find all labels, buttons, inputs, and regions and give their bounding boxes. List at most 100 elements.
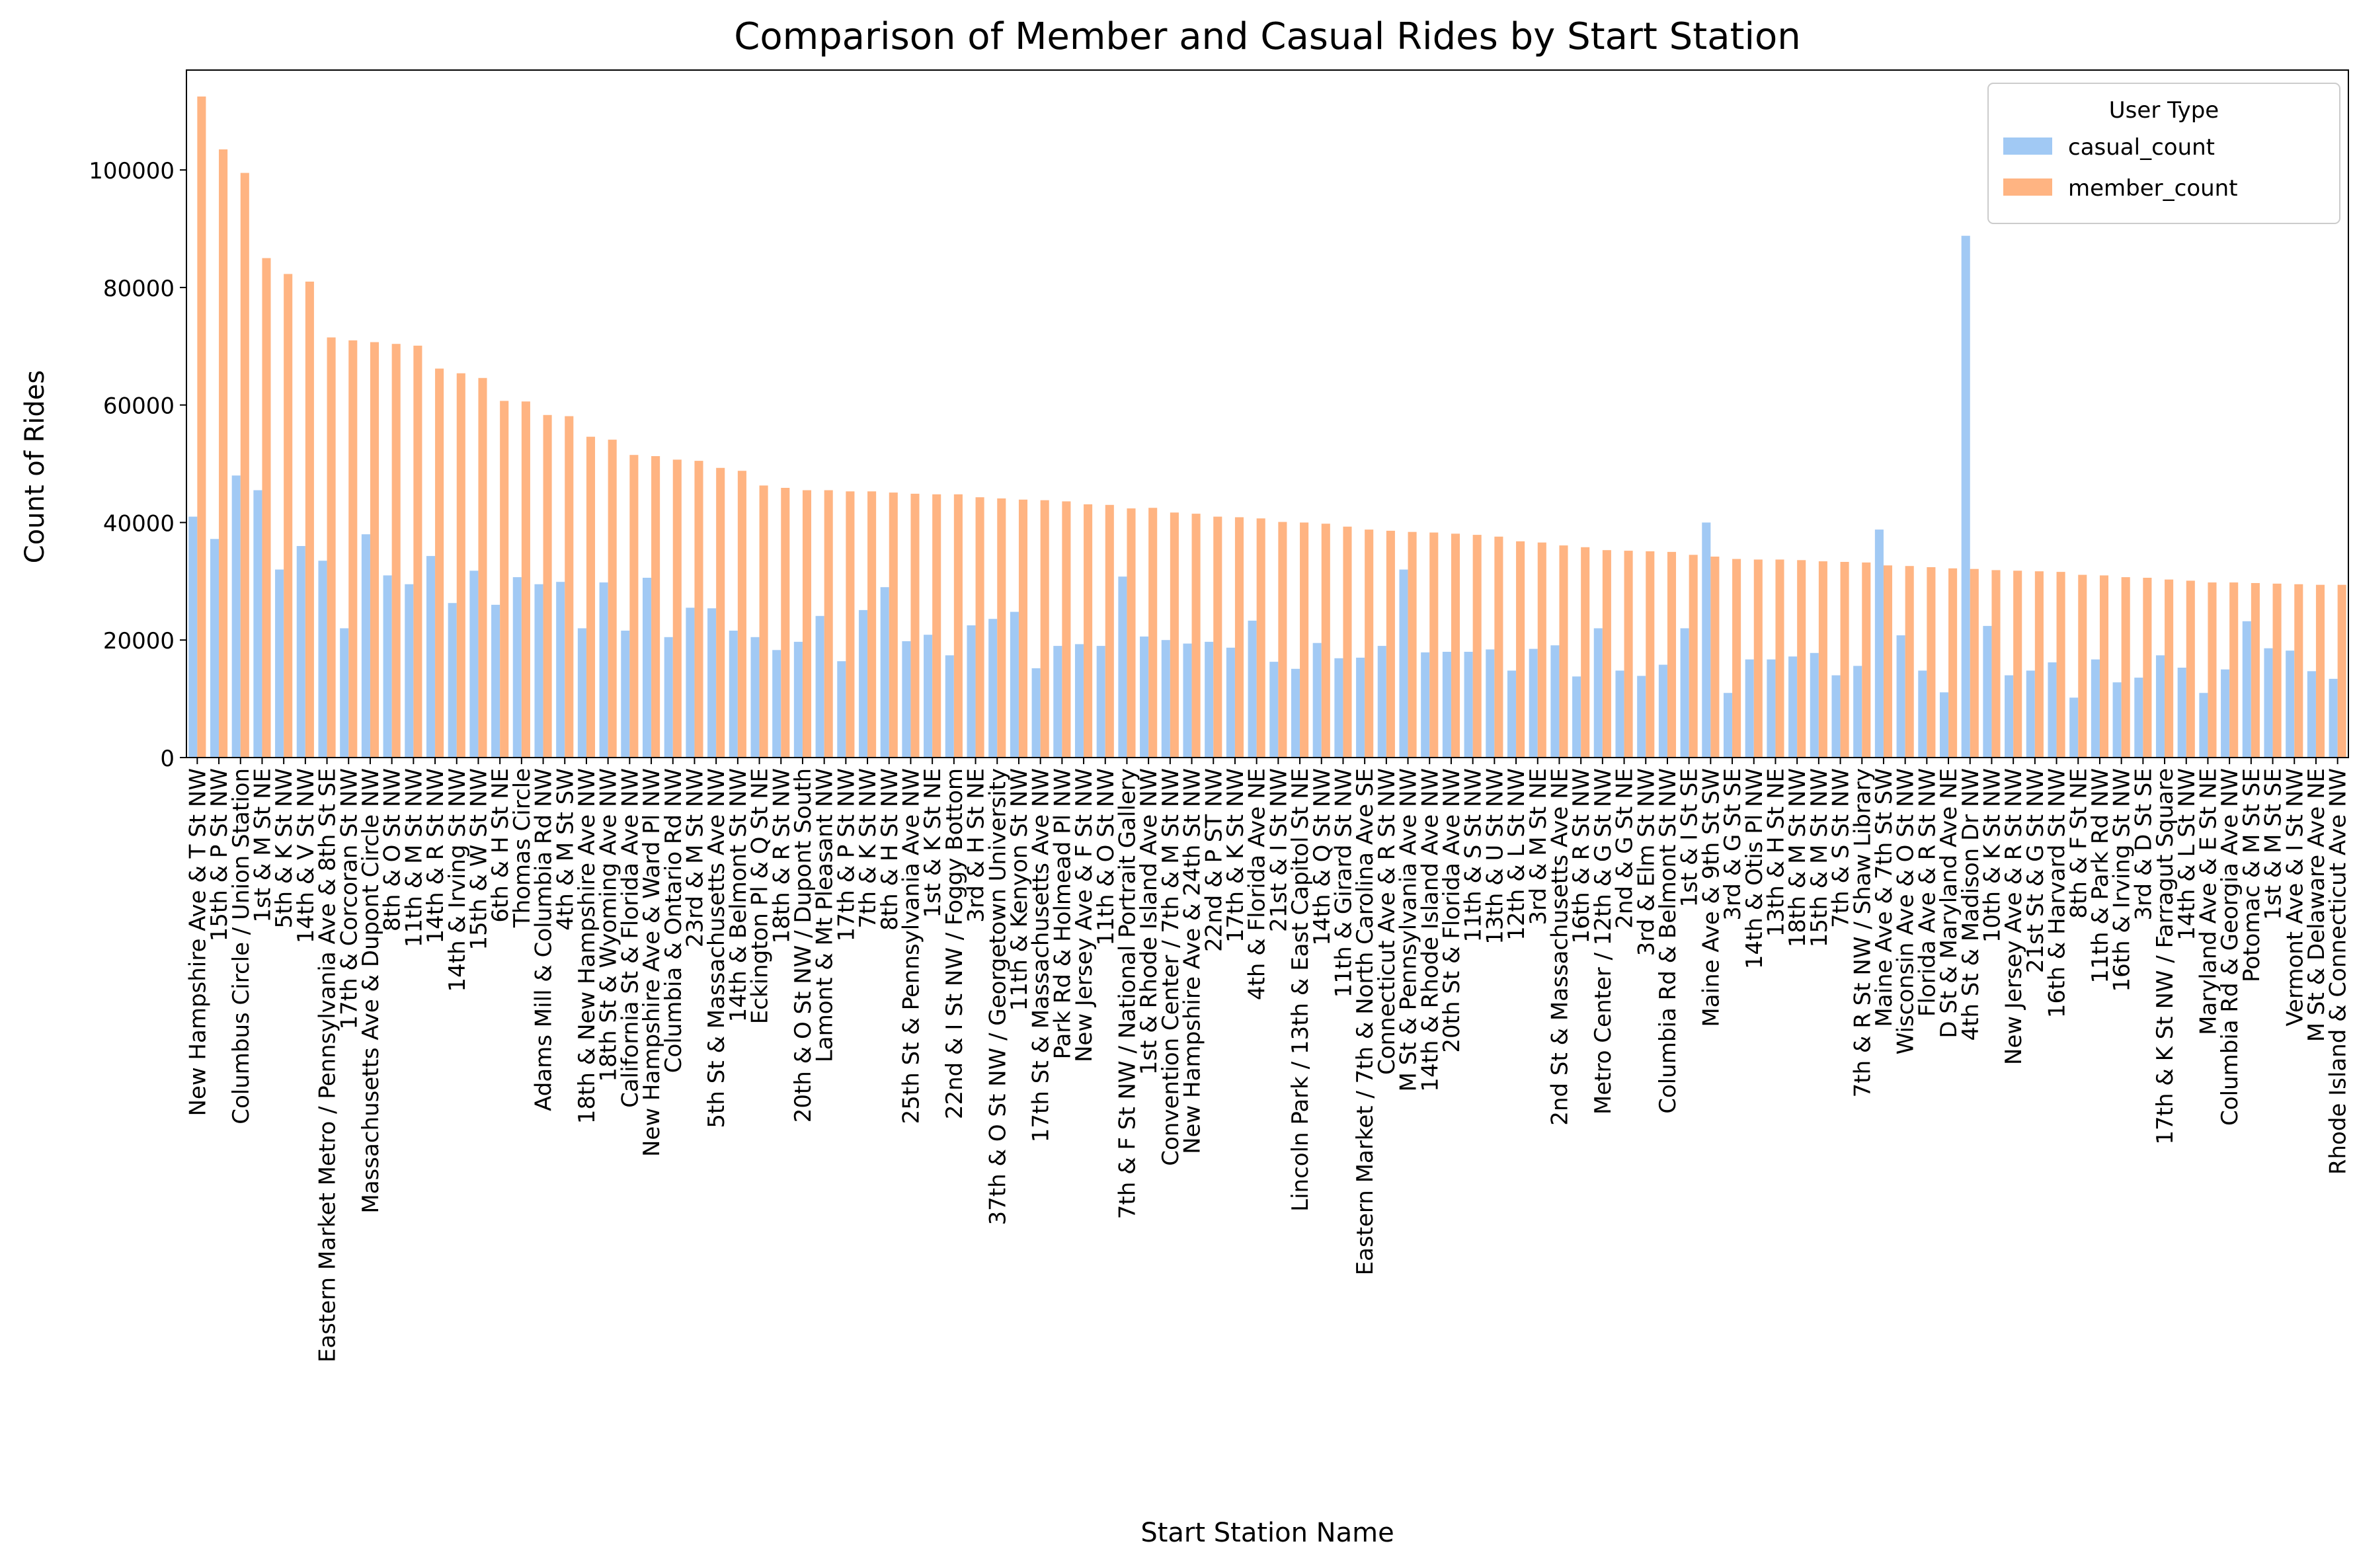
x-tick-label: 14th & R St NW (422, 768, 449, 943)
member_count-bar (651, 456, 660, 758)
casual_count-bar (1074, 644, 1084, 758)
member_count-bar (478, 377, 487, 758)
casual_count-bar (2221, 669, 2230, 758)
casual_count-bar (1615, 670, 1624, 758)
x-tick-label: 2nd & G St NE (1612, 768, 1638, 929)
x-tick-label: 1st & Rhode Island Ave NW (1136, 768, 1162, 1075)
casual_count-bar (361, 534, 370, 758)
member_count-bar (1516, 541, 1525, 758)
casual_count-bar (2242, 621, 2251, 758)
casual_count-bar (1183, 643, 1192, 758)
casual_count-bar (2307, 671, 2316, 758)
x-tick-label: 2nd St & Massachusetts Ave NE (1546, 768, 1573, 1126)
x-tick-label: 13th & H St NE (1763, 768, 1789, 937)
casual_count-bar (2112, 682, 2122, 758)
casual_count-bar (275, 569, 284, 758)
member_count-bar (1494, 536, 1503, 758)
x-tick-label: 23rd & M St NW (682, 768, 708, 947)
x-tick-label: 1st & K St NE (920, 768, 946, 918)
member_count-bar (2186, 580, 2195, 758)
member_count-bar (1343, 526, 1352, 758)
x-tick-label: 16th & R St NW (1568, 768, 1595, 943)
casual_count-bar (1226, 647, 1235, 758)
x-tick-label: 25th St & Pennsylvania Ave NW (898, 768, 924, 1124)
x-tick-label: 3rd & H St NE (963, 768, 990, 923)
member_count-bar (2099, 575, 2109, 758)
member_count-bar (1732, 559, 1741, 758)
x-tick-label: 3rd & M St NE (1525, 768, 1552, 925)
member_count-bar (1689, 555, 1698, 758)
casual_count-bar (1831, 675, 1841, 758)
x-tick-label: 10th & K St NW (1979, 768, 2005, 943)
x-tick-label: 11th & Kenyon St NW (1006, 768, 1033, 1011)
member_count-bar (543, 414, 552, 758)
x-tick-label: Wisconsin Ave & O St NW (1893, 768, 1919, 1054)
casual_count-bar (2069, 697, 2079, 758)
member_count-bar (1905, 566, 1914, 758)
x-tick-label: 11th & Girard St NW (1330, 768, 1357, 998)
member_count-bar (1883, 565, 1893, 758)
casual_count-bar (1874, 529, 1884, 758)
member_count-bar (456, 373, 465, 758)
member_count-bar (1970, 568, 1979, 758)
x-tick-label: Columbia Rd & Belmont St NW (1655, 768, 1681, 1114)
x-tick-label: New Hampshire Ave & 24th St NW (1179, 768, 1206, 1154)
x-tick-label: New Hampshire Ave & T St NW (184, 768, 211, 1117)
casual_count-bar (1961, 235, 1970, 758)
x-tick-label: 1st & I St SE (1677, 768, 1703, 907)
member_count-bar (1624, 551, 1633, 758)
casual_count-bar (1680, 628, 1689, 758)
member_count-bar (1127, 508, 1136, 758)
legend-box (1987, 83, 2340, 224)
x-tick-label: Park Rd & Holmead Pl NW (1049, 768, 1076, 1060)
member_count-bar (1948, 568, 1958, 758)
member_count-bar (694, 461, 703, 758)
x-tick-label: 11th & Park Rd NW (2087, 768, 2114, 984)
casual_count-bar (2286, 650, 2295, 758)
member_count-bar (716, 467, 725, 758)
member_count-bar (197, 97, 206, 758)
member_count-bar (435, 368, 444, 758)
member_count-bar (262, 258, 271, 758)
x-tick-label: New Hampshire Ave & Ward Pl NW (639, 768, 665, 1157)
member_count-bar (1408, 531, 1417, 758)
x-tick-label: Columbia & Ontario Rd NW (660, 768, 687, 1073)
member_count-bar (2294, 584, 2303, 758)
x-tick-label: 22nd & I St NW / Foggy Bottom (941, 768, 968, 1119)
casual_count-bar (1486, 649, 1495, 758)
y-tick-label: 40000 (103, 510, 175, 537)
casual_count-bar (340, 628, 349, 758)
member_count-bar (500, 401, 509, 758)
casual_count-bar (1853, 666, 1862, 758)
plot-frame (186, 69, 2349, 758)
member_count-bar (2165, 579, 2174, 758)
member_count-bar (413, 345, 422, 758)
legend-entry: member_count (2068, 175, 2238, 202)
x-tick-label: 15th & M St NW (1806, 768, 1833, 947)
casual_count-bar (1031, 668, 1041, 758)
x-tick-label: 5th St & Massachusetts Ave NW (703, 768, 730, 1128)
casual_count-bar (1096, 646, 1105, 758)
casual_count-bar (1399, 569, 1408, 758)
member_count-bar (2013, 570, 2022, 758)
casual_count-bar (988, 619, 998, 758)
casual_count-bar (664, 637, 673, 758)
x-tick-label: 8th & H St NW (877, 768, 903, 931)
casual_count-bar (1118, 576, 1127, 758)
x-tick-label: 18th & New Hampshire Ave NW (574, 768, 600, 1124)
x-tick-label: 21st St & G St NW (2022, 768, 2049, 973)
member_count-bar (997, 498, 1006, 758)
member_count-bar (889, 492, 898, 758)
member_count-bar (910, 493, 920, 758)
member_count-bar (1040, 500, 1049, 758)
casual_count-bar (556, 582, 565, 758)
casual_count-bar (2155, 655, 2165, 758)
member_count-bar (975, 497, 984, 758)
member_count-bar (1105, 504, 1114, 758)
casual_count-bar (1161, 640, 1170, 758)
casual_count-bar (405, 584, 414, 758)
member_count-bar (1581, 547, 1590, 758)
casual_count-bar (1507, 670, 1517, 758)
casual_count-bar (426, 556, 436, 758)
